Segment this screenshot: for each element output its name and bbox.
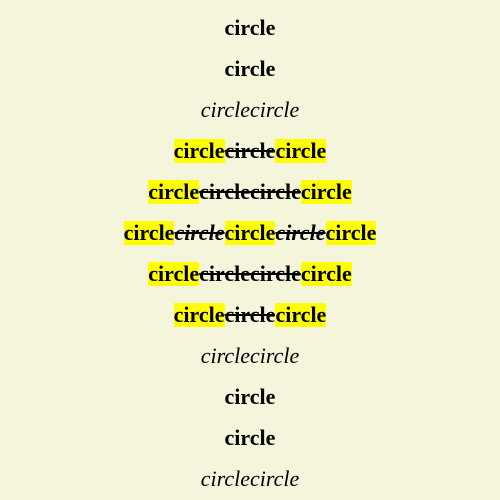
text-segment-5-3: circle xyxy=(300,179,352,204)
text-segment-8-3: circle xyxy=(275,302,327,327)
text-segment-6-4: circle xyxy=(275,220,326,245)
text-segment-4-1: circle xyxy=(173,138,225,163)
text-row-1: circle xyxy=(0,16,500,40)
text-row-10: circle xyxy=(0,385,500,409)
text-row-2: circle xyxy=(0,57,500,81)
text-segment-2-1: circle xyxy=(224,56,276,81)
text-segment-7-3: circle xyxy=(300,261,352,286)
text-row-7: circle circlecircle circle xyxy=(0,262,500,286)
text-segment-10-1: circle xyxy=(224,384,276,409)
text-segment-11-1: circle xyxy=(224,425,276,450)
text-row-12: circlecircle xyxy=(0,467,500,491)
text-segment-8-1: circle xyxy=(173,302,225,327)
text-row-8: circle circle circle xyxy=(0,303,500,327)
text-segment-7-1: circle xyxy=(148,261,200,286)
text-segment-4-3: circle xyxy=(275,138,327,163)
text-row-5: circle circlecircle circle xyxy=(0,180,500,204)
text-row-11: circle xyxy=(0,426,500,450)
text-segment-6-1: circle xyxy=(123,220,175,245)
text-segment-4-2: circle xyxy=(224,138,276,163)
text-segment-3-1: circlecircle xyxy=(200,97,300,122)
text-segment-6-3: circle xyxy=(224,220,276,245)
text-row-3: circlecircle xyxy=(0,98,500,122)
text-segment-8-2: circle xyxy=(224,302,276,327)
text-segment-6-5: circle xyxy=(325,220,377,245)
text-segment-6-2: circle xyxy=(174,220,225,245)
text-segment-1-1: circle xyxy=(224,15,276,40)
text-segment-7-2: circlecircle xyxy=(199,261,301,286)
text-row-6: circle circle circle circle circle xyxy=(0,221,500,245)
text-row-9: circlecircle xyxy=(0,344,500,368)
text-segment-5-2: circlecircle xyxy=(199,179,301,204)
text-segment-9-1: circlecircle xyxy=(200,343,300,368)
text-segment-12-1: circlecircle xyxy=(200,466,300,491)
text-segment-5-1: circle xyxy=(148,179,200,204)
text-row-4: circle circle circle xyxy=(0,139,500,163)
